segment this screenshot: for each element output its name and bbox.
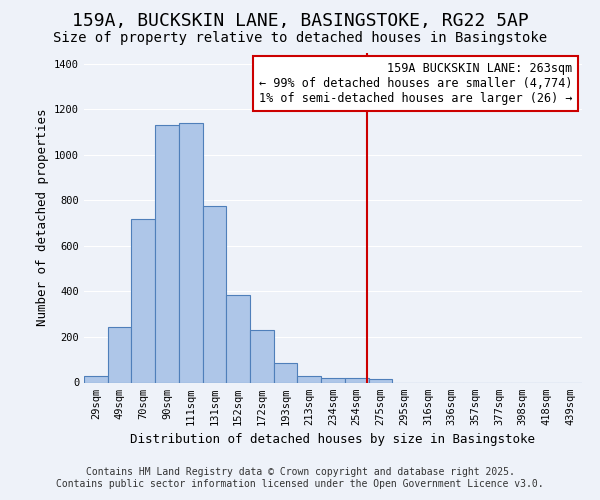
Bar (226, 295, 250, 382)
Bar (108, 326, 131, 382)
Bar (274, 363, 298, 382)
Bar (345, 378, 368, 382)
Bar (131, 218, 155, 382)
Bar (321, 378, 345, 382)
Text: 159A, BUCKSKIN LANE, BASINGSTOKE, RG22 5AP: 159A, BUCKSKIN LANE, BASINGSTOKE, RG22 5… (71, 12, 529, 30)
Bar (250, 330, 274, 382)
Y-axis label: Number of detached properties: Number of detached properties (35, 109, 49, 326)
Bar (368, 379, 392, 382)
Bar (155, 126, 179, 382)
Bar (203, 206, 226, 382)
Bar (179, 123, 203, 382)
Bar (298, 376, 321, 382)
Bar (84, 376, 108, 382)
Text: Size of property relative to detached houses in Basingstoke: Size of property relative to detached ho… (53, 31, 547, 45)
Text: Contains HM Land Registry data © Crown copyright and database right 2025.
Contai: Contains HM Land Registry data © Crown c… (56, 468, 544, 489)
Text: 159A BUCKSKIN LANE: 263sqm
← 99% of detached houses are smaller (4,774)
1% of se: 159A BUCKSKIN LANE: 263sqm ← 99% of deta… (259, 62, 572, 106)
X-axis label: Distribution of detached houses by size in Basingstoke: Distribution of detached houses by size … (131, 433, 536, 446)
